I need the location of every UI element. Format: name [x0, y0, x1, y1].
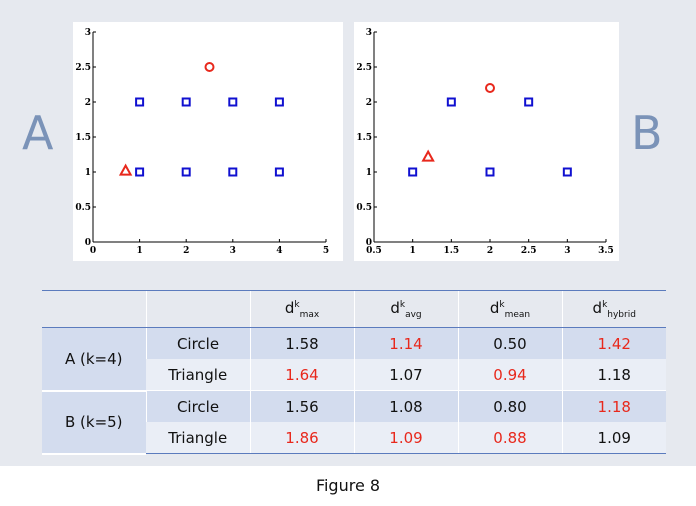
square-point: [562, 167, 572, 177]
square-point: [408, 167, 418, 177]
header-davg: dkavg: [353, 290, 458, 328]
value-cell: 1.08: [353, 390, 458, 422]
square-point: [274, 167, 284, 177]
value-cell: 1.14: [353, 327, 458, 359]
table-row: Triangle 1.64 1.07 0.94 1.18: [42, 359, 666, 391]
table-row: Triangle 1.86 1.09 0.88 1.09: [42, 422, 666, 454]
value-cell: 0.80: [457, 390, 562, 422]
x-tick-label: 4: [276, 246, 282, 256]
square-point: [228, 167, 238, 177]
y-tick-label: 3: [85, 28, 91, 38]
x-tick-label: 5: [323, 246, 329, 256]
x-tick-label: 1.5: [443, 246, 459, 256]
group-label: B (k=5): [42, 390, 146, 455]
circle-point: [485, 83, 495, 93]
x-tick-label: 1: [410, 246, 416, 256]
value-cell: 0.88: [457, 422, 562, 454]
value-cell: 0.50: [457, 327, 562, 359]
y-tick-label: 0: [85, 238, 91, 248]
square-point: [274, 97, 284, 107]
y-tick-label: 1.5: [356, 133, 372, 143]
square-point: [485, 167, 495, 177]
value-cell: 1.58: [249, 327, 354, 359]
y-tick-label: 1: [85, 168, 91, 178]
table-row: A (k=4) Circle 1.58 1.14 0.50 1.42: [42, 327, 666, 392]
value-cell: 1.18: [561, 359, 666, 391]
square-point: [135, 97, 145, 107]
value-cell: 1.09: [561, 422, 666, 454]
label-b: B: [631, 106, 663, 160]
value-cell: 1.86: [249, 422, 354, 454]
circle-point: [204, 62, 215, 72]
y-tick-label: 2: [85, 98, 91, 108]
figure-caption: Figure 8: [315, 476, 381, 495]
x-tick-label: 3.5: [598, 246, 614, 256]
x-tick-label: 0: [90, 246, 96, 256]
y-tick-label: 0: [366, 238, 372, 248]
figure-panel: A B 0 1 2 3 4 5 0 0.5 1 1.5 2 2.5 3 0.5 1 1.5 2 2.5 3 3.5 0…: [0, 0, 696, 466]
group-label: A (k=4): [42, 327, 146, 392]
x-tick-label: 2.5: [521, 246, 537, 256]
square-point: [135, 167, 145, 177]
x-tick-label: 2: [487, 246, 493, 256]
x-tick-label: 3: [564, 246, 570, 256]
x-tick-label: 2: [183, 246, 189, 256]
triangle-point: [118, 163, 133, 176]
triangle-point: [421, 149, 435, 162]
value-cell: 1.07: [353, 359, 458, 391]
shape-cell: Circle: [145, 390, 250, 422]
header-dmax: dkmax: [249, 290, 354, 328]
value-cell: 1.42: [561, 327, 666, 359]
distance-table: dkmax dkavg dkmean dkhybrid A (k=4) Circ…: [42, 290, 666, 455]
y-tick-label: 1.5: [75, 133, 91, 143]
y-tick-label: 1: [366, 168, 372, 178]
shape-cell: Circle: [145, 327, 250, 359]
x-tick-label: 0.5: [366, 246, 382, 256]
label-a: A: [22, 106, 54, 160]
header-empty: [42, 290, 146, 328]
value-cell: 0.94: [457, 359, 562, 391]
y-tick-label: 2: [366, 98, 372, 108]
y-tick-label: 0.5: [75, 203, 91, 213]
square-point: [181, 167, 191, 177]
header-dmean: dkmean: [457, 290, 562, 328]
y-tick-label: 2.5: [75, 63, 91, 73]
y-tick-label: 2.5: [356, 63, 372, 73]
square-point: [524, 97, 534, 107]
value-cell: 1.56: [249, 390, 354, 422]
shape-cell: Triangle: [146, 422, 250, 454]
square-point: [181, 97, 191, 107]
y-tick-label: 0.5: [356, 203, 372, 213]
header-empty: [145, 290, 250, 328]
shape-cell: Triangle: [146, 359, 250, 391]
x-tick-label: 1: [136, 246, 142, 256]
value-cell: 1.64: [249, 359, 354, 391]
scatter-plot-a: 0 1 2 3 4 5 0 0.5 1 1.5 2 2.5 3: [73, 22, 343, 261]
table-header-row: dkmax dkavg dkmean dkhybrid: [42, 290, 666, 328]
x-tick-label: 3: [230, 246, 236, 256]
scatter-plot-a-svg: 0 1 2 3 4 5 0 0.5 1 1.5 2 2.5 3: [75, 28, 329, 256]
header-dhybrid: dkhybrid: [561, 290, 666, 328]
value-cell: 1.09: [353, 422, 458, 454]
square-point: [446, 97, 456, 107]
value-cell: 1.18: [561, 390, 666, 422]
square-point: [228, 97, 238, 107]
y-tick-label: 3: [366, 28, 372, 38]
table-row: B (k=5) Circle 1.56 1.08 0.80 1.18: [42, 390, 666, 455]
scatter-plot-b-svg: 0.5 1 1.5 2 2.5 3 3.500.511.522.53: [356, 28, 614, 256]
scatter-plot-b: 0.5 1 1.5 2 2.5 3 3.5 0 0.5 1 1.5 2 2.5 3: [354, 22, 619, 261]
